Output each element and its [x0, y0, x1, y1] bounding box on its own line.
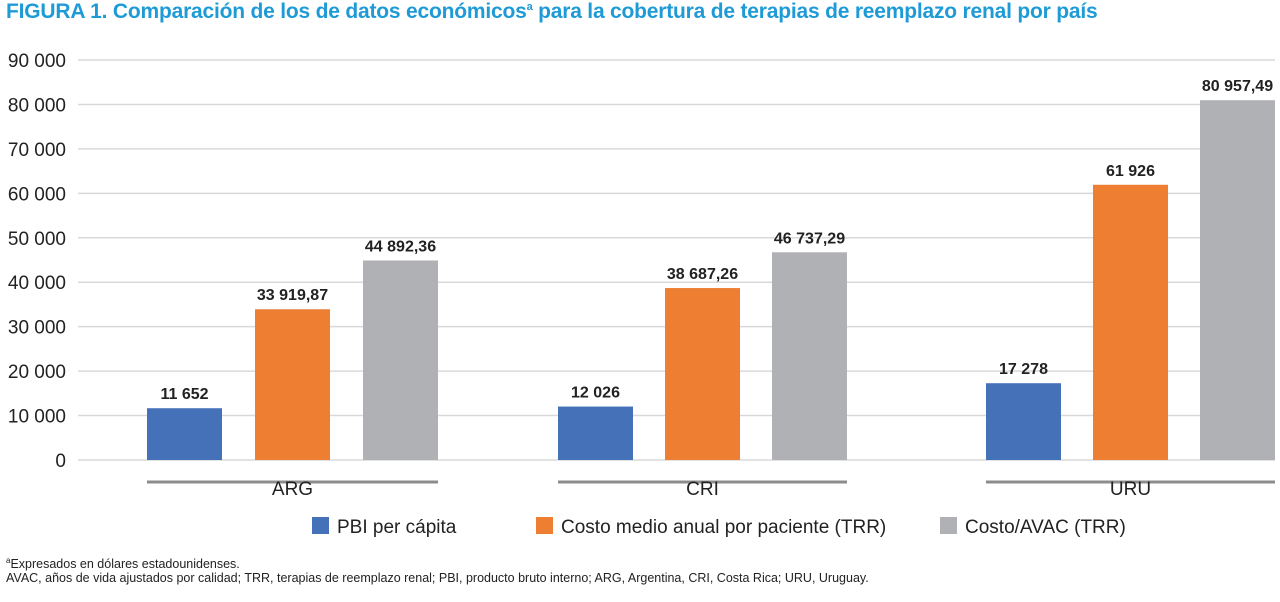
y-tick-label: 70 000 [8, 140, 66, 161]
bar-arg-2 [363, 260, 438, 460]
bar-uru-0 [986, 383, 1061, 460]
y-tick-label: 0 [55, 451, 66, 472]
bar-uru-1 [1093, 184, 1168, 461]
bar-cri-1 [665, 288, 740, 460]
footnote: aExpresados en dólares estadounidenses. [6, 556, 240, 571]
data-label: 38 687,26 [667, 266, 738, 283]
title-text-rest: para la cobertura de terapias de reempla… [532, 0, 1098, 23]
y-tick-label: 20 000 [8, 362, 66, 383]
figure-title: FIGURA 1. Comparación de los de datos ec… [6, 0, 1098, 24]
bar-uru-2 [1200, 100, 1275, 460]
data-label: 11 652 [160, 386, 208, 403]
y-tick-label: 90 000 [8, 51, 66, 72]
legend-label: Costo medio anual por paciente (TRR) [561, 517, 886, 538]
legend-swatch [536, 517, 553, 534]
legend-label: Costo/AVAC (TRR) [965, 517, 1126, 538]
x-category-label: CRI [686, 479, 719, 500]
data-label: 46 737,29 [774, 230, 845, 247]
footnote-sup: a [6, 556, 11, 565]
y-tick-label: 30 000 [8, 318, 66, 339]
data-label: 12 026 [571, 385, 620, 402]
legend-label: PBI per cápita [337, 517, 457, 538]
y-tick-label: 40 000 [8, 273, 66, 294]
abbreviations: AVAC, años de vida ajustados por calidad… [6, 571, 869, 585]
footnote-text: Expresados en dólares estadounidenses. [10, 557, 240, 572]
bar-cri-2 [772, 252, 847, 460]
data-label: 61 926 [1106, 163, 1155, 180]
bar-arg-1 [255, 309, 330, 460]
y-tick-label: 10 000 [8, 407, 66, 428]
y-tick-label: 50 000 [8, 229, 66, 250]
title-sup: a [526, 1, 533, 13]
x-category-label: URU [1110, 479, 1151, 500]
data-label: 80 957,49 [1202, 78, 1273, 95]
y-tick-label: 60 000 [8, 184, 66, 205]
x-category-label: ARG [272, 479, 313, 500]
y-tick-label: 80 000 [8, 95, 66, 116]
legend-swatch [312, 517, 329, 534]
bar-arg-0 [147, 408, 222, 460]
bar-cri-0 [558, 406, 633, 460]
data-label: 44 892,36 [365, 238, 436, 255]
legend-swatch [940, 517, 957, 534]
data-label: 17 278 [999, 361, 1048, 378]
data-label: 33 919,87 [257, 287, 328, 304]
title-text: FIGURA 1. Comparación de los de datos ec… [6, 0, 527, 23]
